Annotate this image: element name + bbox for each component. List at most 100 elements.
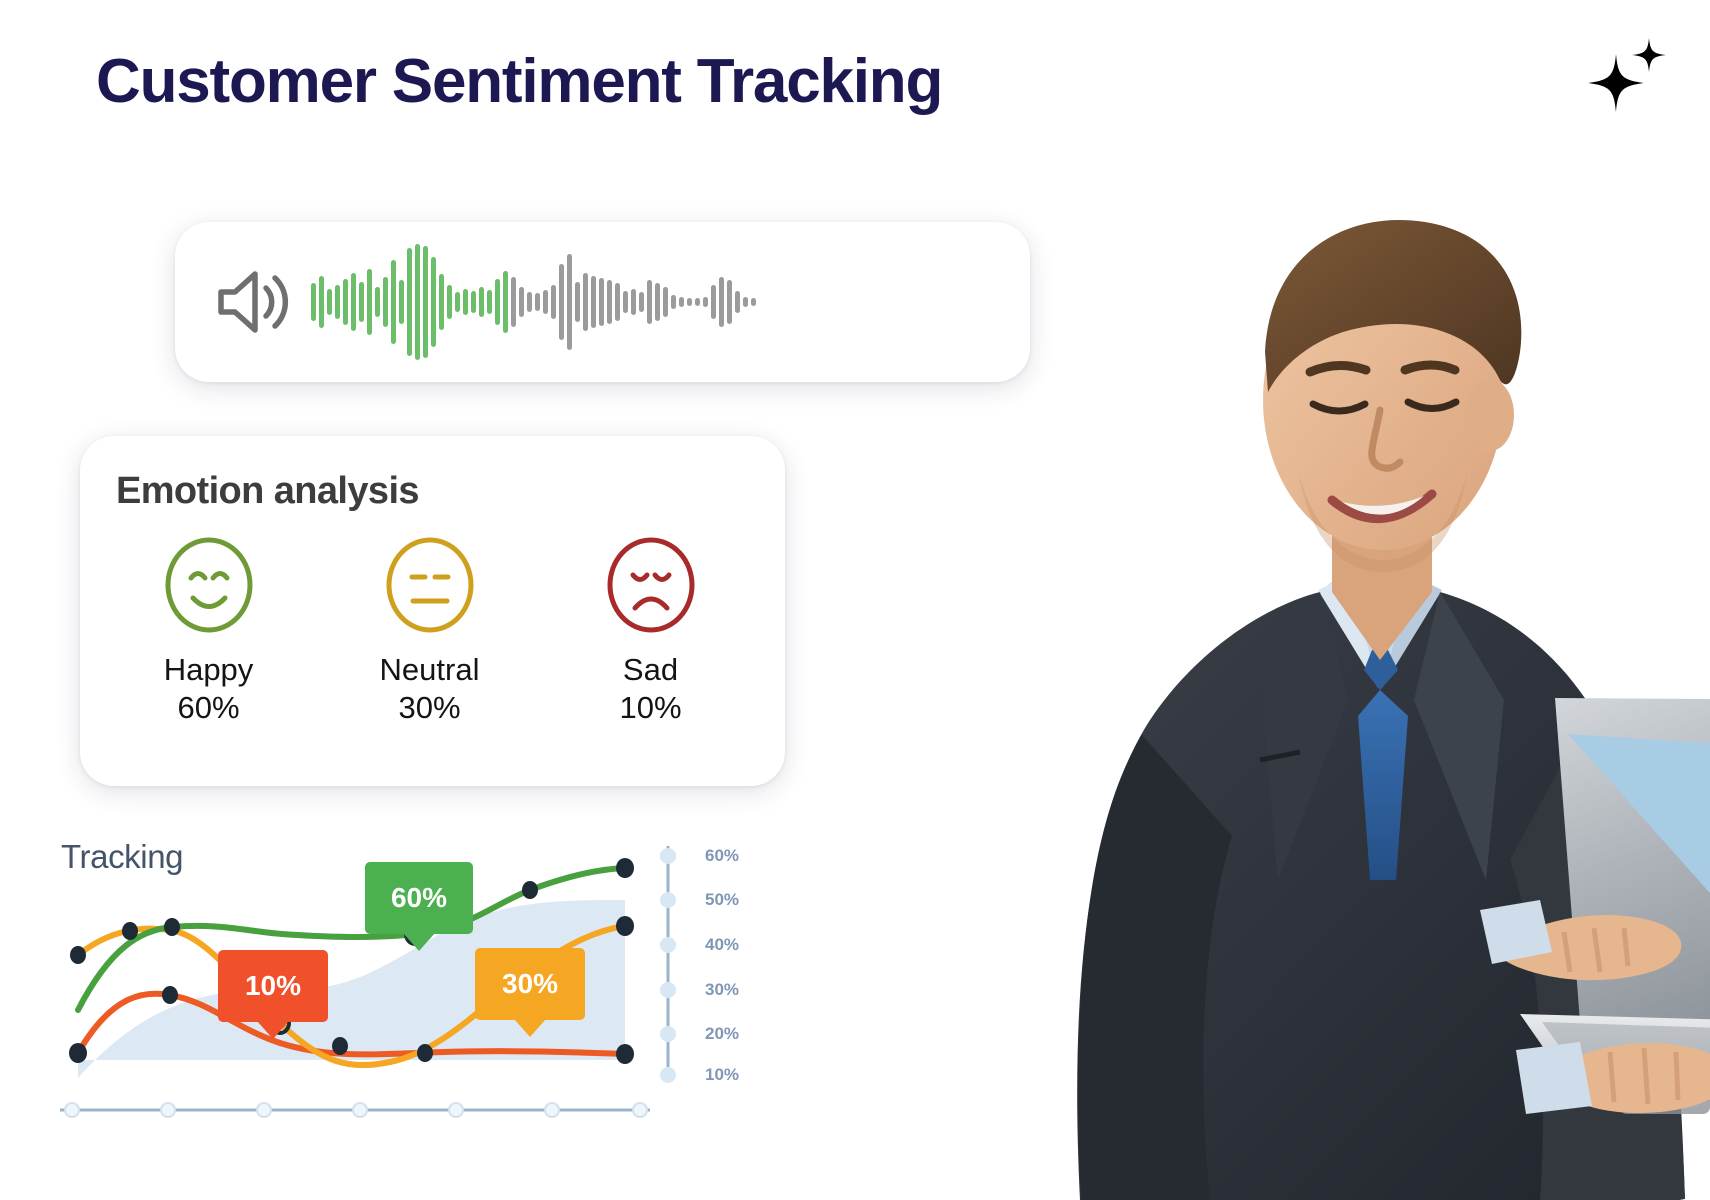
waveform-bar	[447, 285, 452, 319]
shirt-collar-left	[1318, 575, 1378, 688]
chart-annotation-neutral[interactable]: 30%	[475, 948, 585, 1037]
speaker-volume-icon[interactable]	[211, 262, 297, 342]
waveform-bar	[615, 283, 620, 321]
eye-left	[1309, 400, 1369, 415]
waveform-bar	[415, 244, 420, 360]
ear	[1466, 379, 1514, 451]
chart-x-tick-dot	[64, 1102, 80, 1118]
waveform-bar	[367, 269, 372, 335]
mouth-smile	[1327, 489, 1437, 523]
tie-knot	[1364, 650, 1398, 690]
waveform-bar	[543, 290, 548, 314]
necktie	[1358, 690, 1408, 880]
chart-y-tick-label: 40%	[705, 935, 740, 954]
waveform-bar	[423, 246, 428, 358]
chart-point	[122, 922, 138, 940]
waveform-bar	[503, 271, 508, 333]
waveform-bar	[535, 293, 540, 311]
chart-y-tick-dot	[660, 982, 676, 998]
waveform-bar	[751, 298, 756, 306]
waveform-bar	[327, 289, 332, 315]
chart-annotation-label: 30%	[501, 968, 559, 999]
waveform-bar	[655, 283, 660, 321]
waveform-bar	[687, 298, 692, 306]
waveform-bar	[431, 257, 436, 347]
emotion-percent: 60%	[177, 690, 240, 726]
waveform-bar	[319, 276, 324, 328]
fingers-right	[1561, 927, 1631, 973]
waveform-bar	[663, 287, 668, 317]
chart-point	[69, 1043, 87, 1063]
chart-x-tick-dot	[544, 1102, 560, 1118]
waveform-bar	[463, 289, 468, 315]
emotion-item-neutral[interactable]: Neutral 30%	[319, 535, 540, 727]
sparkle-icon	[1578, 26, 1678, 126]
lapel-left	[1262, 592, 1348, 880]
happy-face-icon	[161, 535, 257, 635]
hero-photo-businessman-with-laptop	[880, 0, 1710, 1200]
laptop-screen-chevron	[1568, 734, 1710, 894]
audio-waveform-card[interactable]	[175, 222, 1030, 382]
waveform-bar	[567, 254, 572, 350]
emotion-analysis-title: Emotion analysis	[116, 470, 420, 512]
shirt-collar-right	[1382, 575, 1442, 688]
emotion-percent: 10%	[619, 690, 682, 726]
hand-left	[1559, 1042, 1710, 1114]
chart-y-tick-label: 20%	[705, 1024, 740, 1043]
waveform-bar	[359, 282, 364, 322]
waveform-bar	[639, 292, 644, 312]
waveform-bar	[479, 287, 484, 317]
waveform-bar	[703, 297, 708, 307]
waveform-bar	[591, 276, 596, 328]
waveform-bar	[407, 248, 412, 356]
tracking-chart-plot	[60, 846, 676, 1118]
chart-annotation-happy[interactable]: 60%	[365, 862, 473, 951]
waveform-bar	[351, 273, 356, 331]
waveform-bar	[599, 278, 604, 326]
emotion-percent: 30%	[398, 690, 461, 726]
chart-x-tick-dot	[352, 1102, 368, 1118]
tracking-chart: Tracking	[50, 838, 750, 1168]
waveform-bar	[559, 264, 564, 340]
waveform-bar	[391, 260, 396, 344]
eye-right	[1404, 398, 1460, 412]
chart-annotation-label: 10%	[244, 970, 302, 1001]
chart-point	[164, 918, 180, 936]
chart-x-tick-dot	[448, 1102, 464, 1118]
waveform-bar	[519, 287, 524, 317]
waveform-bar	[335, 285, 340, 319]
waveform-bar	[471, 291, 476, 313]
shirt-cuff-left	[1516, 1042, 1592, 1114]
waveform-bar	[375, 287, 380, 317]
waveform-bar	[607, 280, 612, 324]
teeth	[1342, 496, 1424, 515]
waveform-bar	[487, 290, 492, 314]
chart-annotation-sad[interactable]: 10%	[218, 950, 328, 1039]
waveform-bar	[551, 285, 556, 319]
audio-waveform[interactable]	[311, 244, 996, 360]
emotion-label: Happy	[163, 652, 254, 687]
waveform-bar	[583, 273, 588, 331]
waveform-bar	[511, 277, 516, 327]
chart-y-tick-label: 10%	[705, 1065, 740, 1084]
waveform-bar	[647, 280, 652, 324]
waveform-bar	[311, 283, 316, 321]
chart-point	[616, 858, 634, 878]
page-title: Customer Sentiment Tracking	[96, 47, 943, 116]
neutral-face-icon	[382, 535, 478, 635]
chart-x-tick-dot	[256, 1102, 272, 1118]
chart-y-tick-dot	[660, 1067, 676, 1083]
waveform-bar	[679, 297, 684, 307]
emotion-item-sad[interactable]: Sad 10%	[540, 535, 761, 727]
waveform-bar	[455, 292, 460, 312]
chart-point	[70, 946, 86, 964]
waveform-bar	[631, 289, 636, 315]
emotion-item-happy[interactable]: Happy 60%	[98, 535, 319, 727]
emotion-analysis-card: Emotion analysis Happy 60%	[80, 436, 785, 786]
chart-point	[332, 1037, 348, 1055]
chart-y-tick-dot	[660, 848, 676, 864]
hair	[1265, 219, 1522, 392]
lapel-right	[1414, 592, 1504, 880]
waveform-bar	[343, 279, 348, 325]
